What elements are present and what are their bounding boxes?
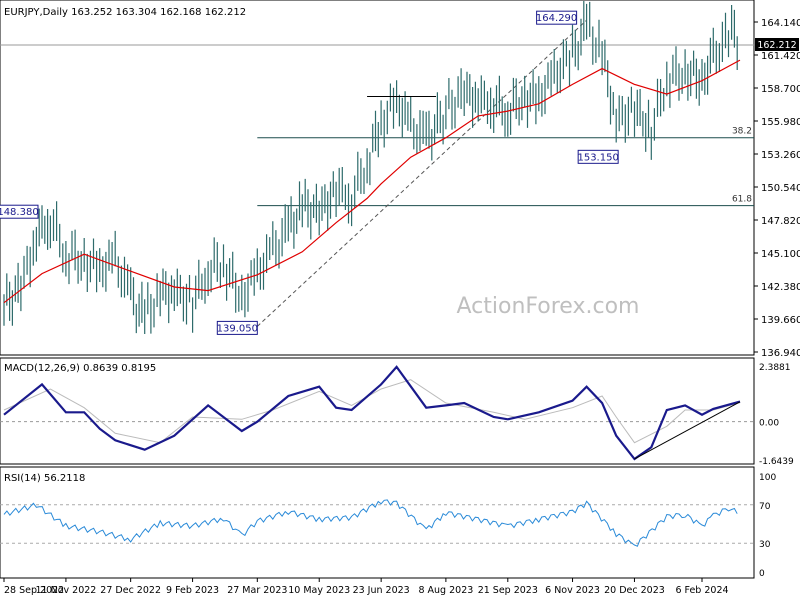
price-tick-label: 145.100 [761,249,800,260]
price-tick-label: 155.980 [761,117,800,128]
price-annotation-box [536,10,578,25]
current-price-label: 162.212 [757,40,796,51]
macd-tick-label: -1.6439 [759,457,794,467]
date-tick-label: 27 Mar 2023 [227,585,287,596]
macd-panel-header: MACD(12,26,9) 0.8639 0.8195 [4,363,156,374]
rsi-line [3,499,738,547]
price-tick-label: 136.940 [761,348,800,359]
rsi-tick-label: 100 [759,473,776,483]
price-tick-label: 153.260 [761,150,800,161]
price-annotation-label: 164.290 [536,13,577,24]
price-tick-label: 164.140 [761,18,800,29]
rsi-panel-header: RSI(14) 56.2118 [4,473,85,484]
price-tick-label: 161.420 [761,51,800,62]
price-bars [3,1,738,334]
price-panel [0,0,755,356]
date-tick-label: 10 May 2023 [288,585,350,596]
price-annotation-label: 148.380 [0,207,39,218]
rsi-tick-label: 70 [759,502,771,512]
price-tick-label: 147.820 [761,216,800,227]
watermark: ActionForex.com [457,294,640,319]
price-tick-label: 150.540 [761,183,800,194]
date-tick-label: 23 Jun 2023 [353,585,410,596]
macd-signal-line [3,379,741,444]
date-tick-label: 11 Nov 2022 [35,585,96,596]
moving-average-line [3,59,741,304]
trend-line [256,19,587,327]
price-annotation-box [577,149,619,164]
date-tick-label: 20 Dec 2023 [604,585,665,596]
rsi-tick-label: 0 [759,569,765,579]
price-annotation-box [0,204,39,219]
date-tick-label: 21 Sep 2023 [478,585,538,596]
fib-label: 38.2 [732,127,752,137]
macd-panel [0,357,755,465]
price-annotation-label: 139.050 [217,323,258,334]
price-tick-label: 139.660 [761,315,800,326]
date-tick-label: 6 Feb 2024 [675,585,728,596]
price-tick-label: 158.700 [761,84,800,95]
macd-tick-label: 0.00 [759,419,779,429]
price-annotation-box [216,320,258,335]
fib-label: 61.8 [732,195,752,205]
macd-line [3,365,741,461]
date-tick-label: 9 Feb 2023 [166,585,219,596]
macd-tick-label: 2.3881 [759,363,791,373]
price-tick-label: 142.380 [761,282,800,293]
current-price-box [755,38,799,51]
price-panel-header: EURJPY,Daily 163.252 163.304 162.168 162… [4,7,246,18]
date-tick-label: 6 Nov 2023 [545,585,600,596]
price-annotation-label: 153.150 [577,152,618,163]
macd-trend-line [634,401,741,460]
rsi-panel [0,466,755,579]
date-tick-label: 27 Dec 2022 [100,585,161,596]
date-tick-label: 28 Sep 2022 [4,585,64,596]
date-tick-label: 8 Aug 2023 [418,585,473,596]
rsi-tick-label: 30 [759,540,771,550]
